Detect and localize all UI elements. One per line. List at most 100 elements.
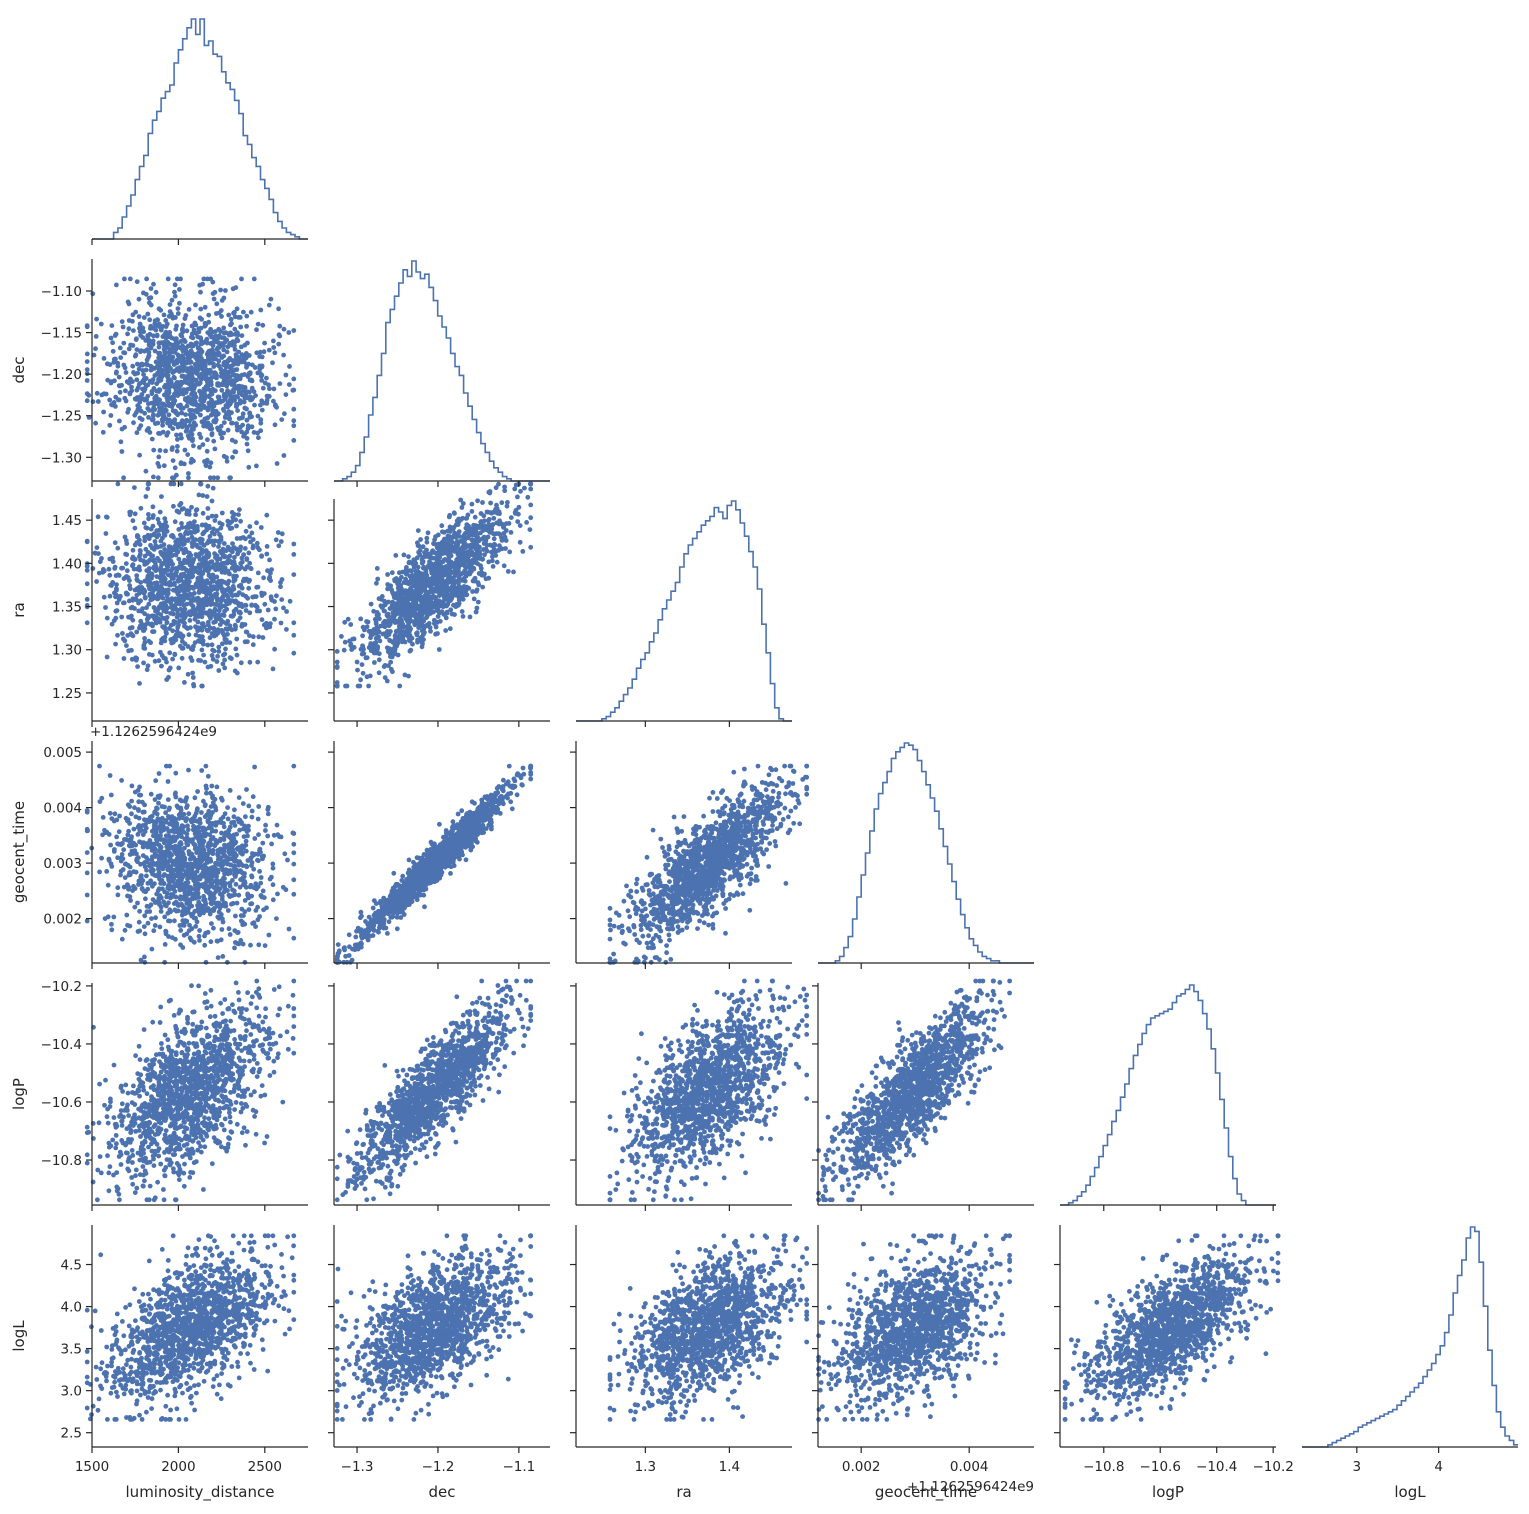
scatter-point (249, 530, 255, 536)
scatter-point (171, 503, 176, 509)
scatter-point (228, 367, 234, 372)
scatter-point (112, 847, 117, 852)
scatter-point (481, 572, 486, 578)
scatter-point (374, 650, 379, 656)
scatter-point (436, 647, 442, 652)
scatter-point (234, 636, 240, 642)
scatter-point (431, 541, 437, 547)
scatter-point (123, 538, 129, 543)
scatter-point (448, 592, 453, 598)
scatter-point (210, 279, 216, 285)
scatter-point (166, 412, 172, 418)
scatter-point (455, 551, 461, 557)
scatter-point (108, 335, 114, 341)
scatter-point (117, 389, 123, 395)
scatter-point (203, 524, 209, 529)
scatter-point (233, 598, 239, 604)
scatter-point (117, 594, 123, 600)
scatter-point (164, 677, 170, 682)
scatter-point (152, 584, 158, 590)
scatter-point (235, 338, 241, 344)
scatter-point (141, 329, 147, 335)
scatter-point (152, 560, 158, 566)
scatter-point (196, 326, 202, 331)
scatter-point (276, 341, 282, 347)
scatter-point (178, 461, 184, 467)
scatter-point (426, 553, 431, 559)
scatter-point (202, 556, 207, 562)
scatter-point (132, 353, 138, 359)
scatter-point (209, 426, 215, 432)
scatter-point (438, 566, 443, 572)
scatter-point (483, 527, 489, 533)
scatter-point (260, 385, 266, 391)
scatter-point (225, 631, 230, 637)
scatter-point (161, 312, 167, 318)
scatter-point (217, 333, 222, 339)
scatter-point (174, 569, 179, 575)
scatter-point (221, 347, 227, 353)
scatter-point (374, 580, 379, 586)
scatter-point (229, 510, 235, 515)
scatter-point (243, 629, 249, 635)
scatter-point (473, 609, 479, 615)
scatter-point (188, 359, 194, 365)
scatter-point (462, 541, 468, 547)
scatter-point (216, 427, 221, 433)
scatter-point (215, 615, 221, 621)
scatter-point (417, 618, 423, 624)
scatter-point (167, 650, 173, 656)
scatter-point (342, 639, 348, 645)
scatter-point (194, 340, 200, 346)
scatter-point (131, 420, 136, 426)
scatter-point (463, 551, 469, 557)
scatter-point (201, 543, 207, 548)
scatter-point (235, 361, 241, 367)
scatter-point (159, 575, 165, 581)
scatter-point (374, 625, 380, 631)
scatter-point (238, 344, 244, 350)
scatter-point (140, 853, 146, 858)
scatter-point (366, 683, 371, 689)
scatter-point (291, 891, 297, 897)
scatter-point (241, 309, 246, 315)
scatter-point (147, 551, 152, 556)
scatter-point (238, 561, 244, 566)
scatter-point (147, 430, 153, 435)
panels: −1.30−1.25−1.20−1.15−1.101.251.301.351.4… (10, 18, 1518, 1502)
scatter-point (518, 488, 523, 494)
scatter-point (169, 394, 175, 400)
scatter-point (415, 591, 420, 596)
scatter-point (202, 323, 208, 329)
scatter-point (145, 481, 151, 487)
scatter-point (291, 387, 297, 393)
scatter-point (98, 321, 104, 327)
scatter-point (195, 789, 201, 794)
scatter-point (108, 582, 114, 588)
scatter-point (139, 608, 144, 614)
scatter-point (374, 566, 380, 571)
scatter-point (146, 535, 152, 541)
scatter-point (277, 323, 283, 329)
scatter-point (392, 577, 397, 582)
scatter-point (134, 577, 140, 582)
scatter-point (90, 566, 96, 571)
scatter-point (123, 590, 129, 596)
scatter-point (189, 391, 195, 397)
scatter-point (268, 296, 274, 302)
scatter-point (189, 592, 195, 597)
scatter-point (139, 417, 145, 422)
scatter-point (369, 642, 374, 648)
scatter-point (175, 340, 181, 346)
scatter-point (175, 908, 181, 914)
scatter-point (159, 804, 165, 809)
scatter-point (238, 324, 244, 330)
scatter-point (116, 374, 122, 380)
scatter-point (400, 569, 406, 575)
scatter-point (145, 311, 151, 317)
scatter-point (142, 553, 148, 559)
scatter-point (231, 832, 237, 838)
scatter-point (205, 276, 210, 282)
scatter-point (159, 591, 165, 597)
scatter-point (398, 624, 403, 630)
